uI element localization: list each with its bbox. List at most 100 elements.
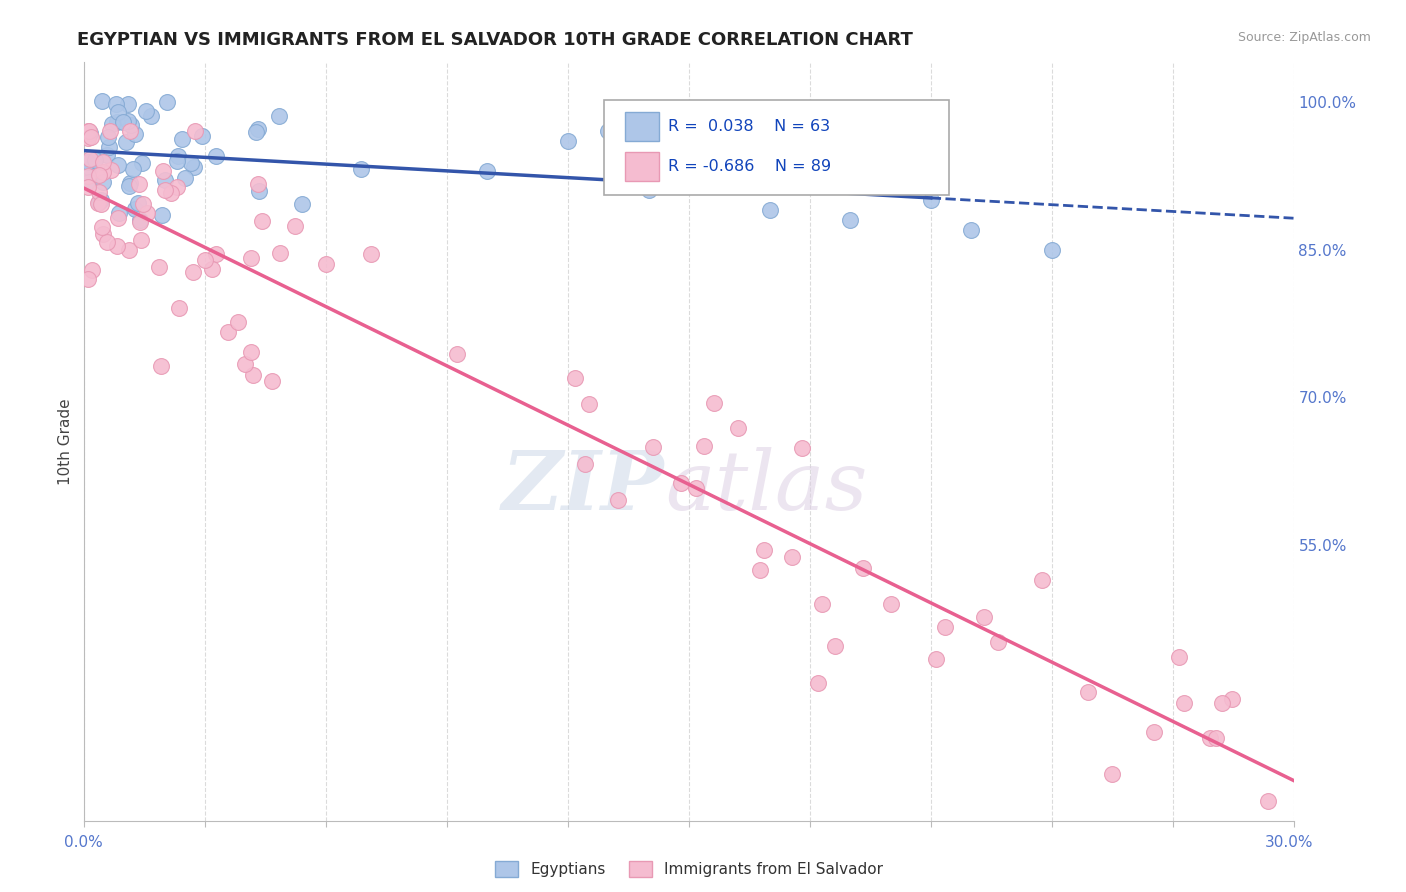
Point bbox=[150, 208, 173, 222]
Point bbox=[120, 118, 142, 132]
Point bbox=[678, 153, 700, 168]
Point bbox=[79, 152, 101, 166]
Point bbox=[131, 156, 153, 170]
Point bbox=[118, 243, 141, 257]
Point bbox=[174, 170, 197, 185]
Point bbox=[124, 128, 146, 142]
Point bbox=[172, 132, 194, 146]
Point bbox=[564, 371, 586, 385]
Point bbox=[1101, 766, 1123, 780]
Point bbox=[107, 211, 129, 225]
Point bbox=[107, 115, 129, 129]
Point bbox=[748, 563, 770, 577]
Point bbox=[702, 395, 724, 409]
Point bbox=[1257, 794, 1279, 808]
Text: 0.0%: 0.0% bbox=[65, 836, 103, 850]
Point bbox=[77, 272, 100, 286]
Point bbox=[118, 124, 141, 138]
Point bbox=[128, 178, 150, 192]
Point bbox=[839, 213, 862, 227]
Text: ZIP: ZIP bbox=[502, 447, 665, 527]
Bar bbox=[624, 112, 659, 141]
Point bbox=[350, 161, 373, 176]
Point bbox=[607, 492, 630, 507]
Point bbox=[98, 124, 121, 138]
Point bbox=[752, 542, 775, 557]
Point bbox=[90, 193, 112, 207]
Point bbox=[139, 110, 162, 124]
Point bbox=[97, 129, 120, 144]
Point bbox=[80, 263, 103, 277]
Point bbox=[920, 194, 942, 208]
Point bbox=[98, 140, 121, 154]
Point bbox=[446, 347, 468, 361]
Point bbox=[80, 130, 103, 145]
Point bbox=[120, 176, 142, 190]
Point bbox=[246, 177, 269, 191]
Point bbox=[578, 397, 600, 411]
Point bbox=[105, 238, 128, 252]
Point bbox=[204, 247, 226, 261]
Point bbox=[132, 197, 155, 211]
Point bbox=[96, 235, 118, 249]
Point bbox=[117, 96, 139, 111]
Point bbox=[91, 219, 114, 234]
Point bbox=[247, 121, 270, 136]
Point bbox=[824, 639, 846, 653]
Point bbox=[152, 164, 174, 178]
Text: Source: ZipAtlas.com: Source: ZipAtlas.com bbox=[1237, 31, 1371, 45]
Point bbox=[166, 154, 188, 169]
Point bbox=[100, 163, 122, 178]
Point bbox=[807, 676, 830, 690]
Point bbox=[129, 233, 152, 247]
Point bbox=[91, 154, 114, 169]
Point bbox=[960, 223, 983, 237]
Point bbox=[104, 97, 127, 112]
Point bbox=[1199, 731, 1222, 746]
Point bbox=[87, 168, 110, 182]
Point bbox=[93, 175, 115, 189]
Point bbox=[77, 124, 100, 138]
Point bbox=[217, 326, 239, 340]
Point bbox=[1040, 243, 1063, 257]
Point bbox=[226, 314, 249, 328]
Point bbox=[643, 441, 665, 455]
Point bbox=[315, 257, 337, 271]
Point bbox=[96, 148, 118, 162]
Point bbox=[557, 134, 579, 148]
Point bbox=[477, 163, 499, 178]
Point bbox=[91, 227, 114, 242]
Point bbox=[180, 156, 202, 170]
Point bbox=[115, 135, 138, 149]
Point bbox=[111, 115, 134, 129]
Point bbox=[166, 180, 188, 194]
Point bbox=[1211, 696, 1233, 710]
Point bbox=[191, 128, 214, 143]
Point bbox=[245, 125, 267, 139]
Text: atlas: atlas bbox=[665, 447, 868, 527]
Point bbox=[693, 439, 716, 453]
Text: EGYPTIAN VS IMMIGRANTS FROM EL SALVADOR 10TH GRADE CORRELATION CHART: EGYPTIAN VS IMMIGRANTS FROM EL SALVADOR … bbox=[77, 31, 914, 49]
Point bbox=[1031, 573, 1053, 587]
Point bbox=[269, 246, 291, 260]
Point bbox=[183, 161, 205, 175]
Point bbox=[360, 247, 382, 261]
Point bbox=[107, 158, 129, 172]
Point bbox=[1077, 685, 1099, 699]
Point bbox=[129, 212, 152, 227]
Point bbox=[852, 561, 875, 575]
Point bbox=[934, 620, 956, 634]
Point bbox=[117, 114, 139, 128]
Point bbox=[780, 549, 803, 564]
FancyBboxPatch shape bbox=[605, 101, 949, 195]
Point bbox=[159, 186, 181, 200]
Point bbox=[91, 165, 114, 179]
Point bbox=[79, 175, 101, 189]
Point bbox=[79, 161, 101, 175]
Point bbox=[166, 148, 188, 162]
Point bbox=[799, 173, 821, 187]
Point bbox=[77, 124, 100, 138]
Legend: Egyptians, Immigrants from El Salvador: Egyptians, Immigrants from El Salvador bbox=[495, 862, 883, 878]
Point bbox=[148, 260, 170, 274]
Point bbox=[122, 161, 145, 176]
